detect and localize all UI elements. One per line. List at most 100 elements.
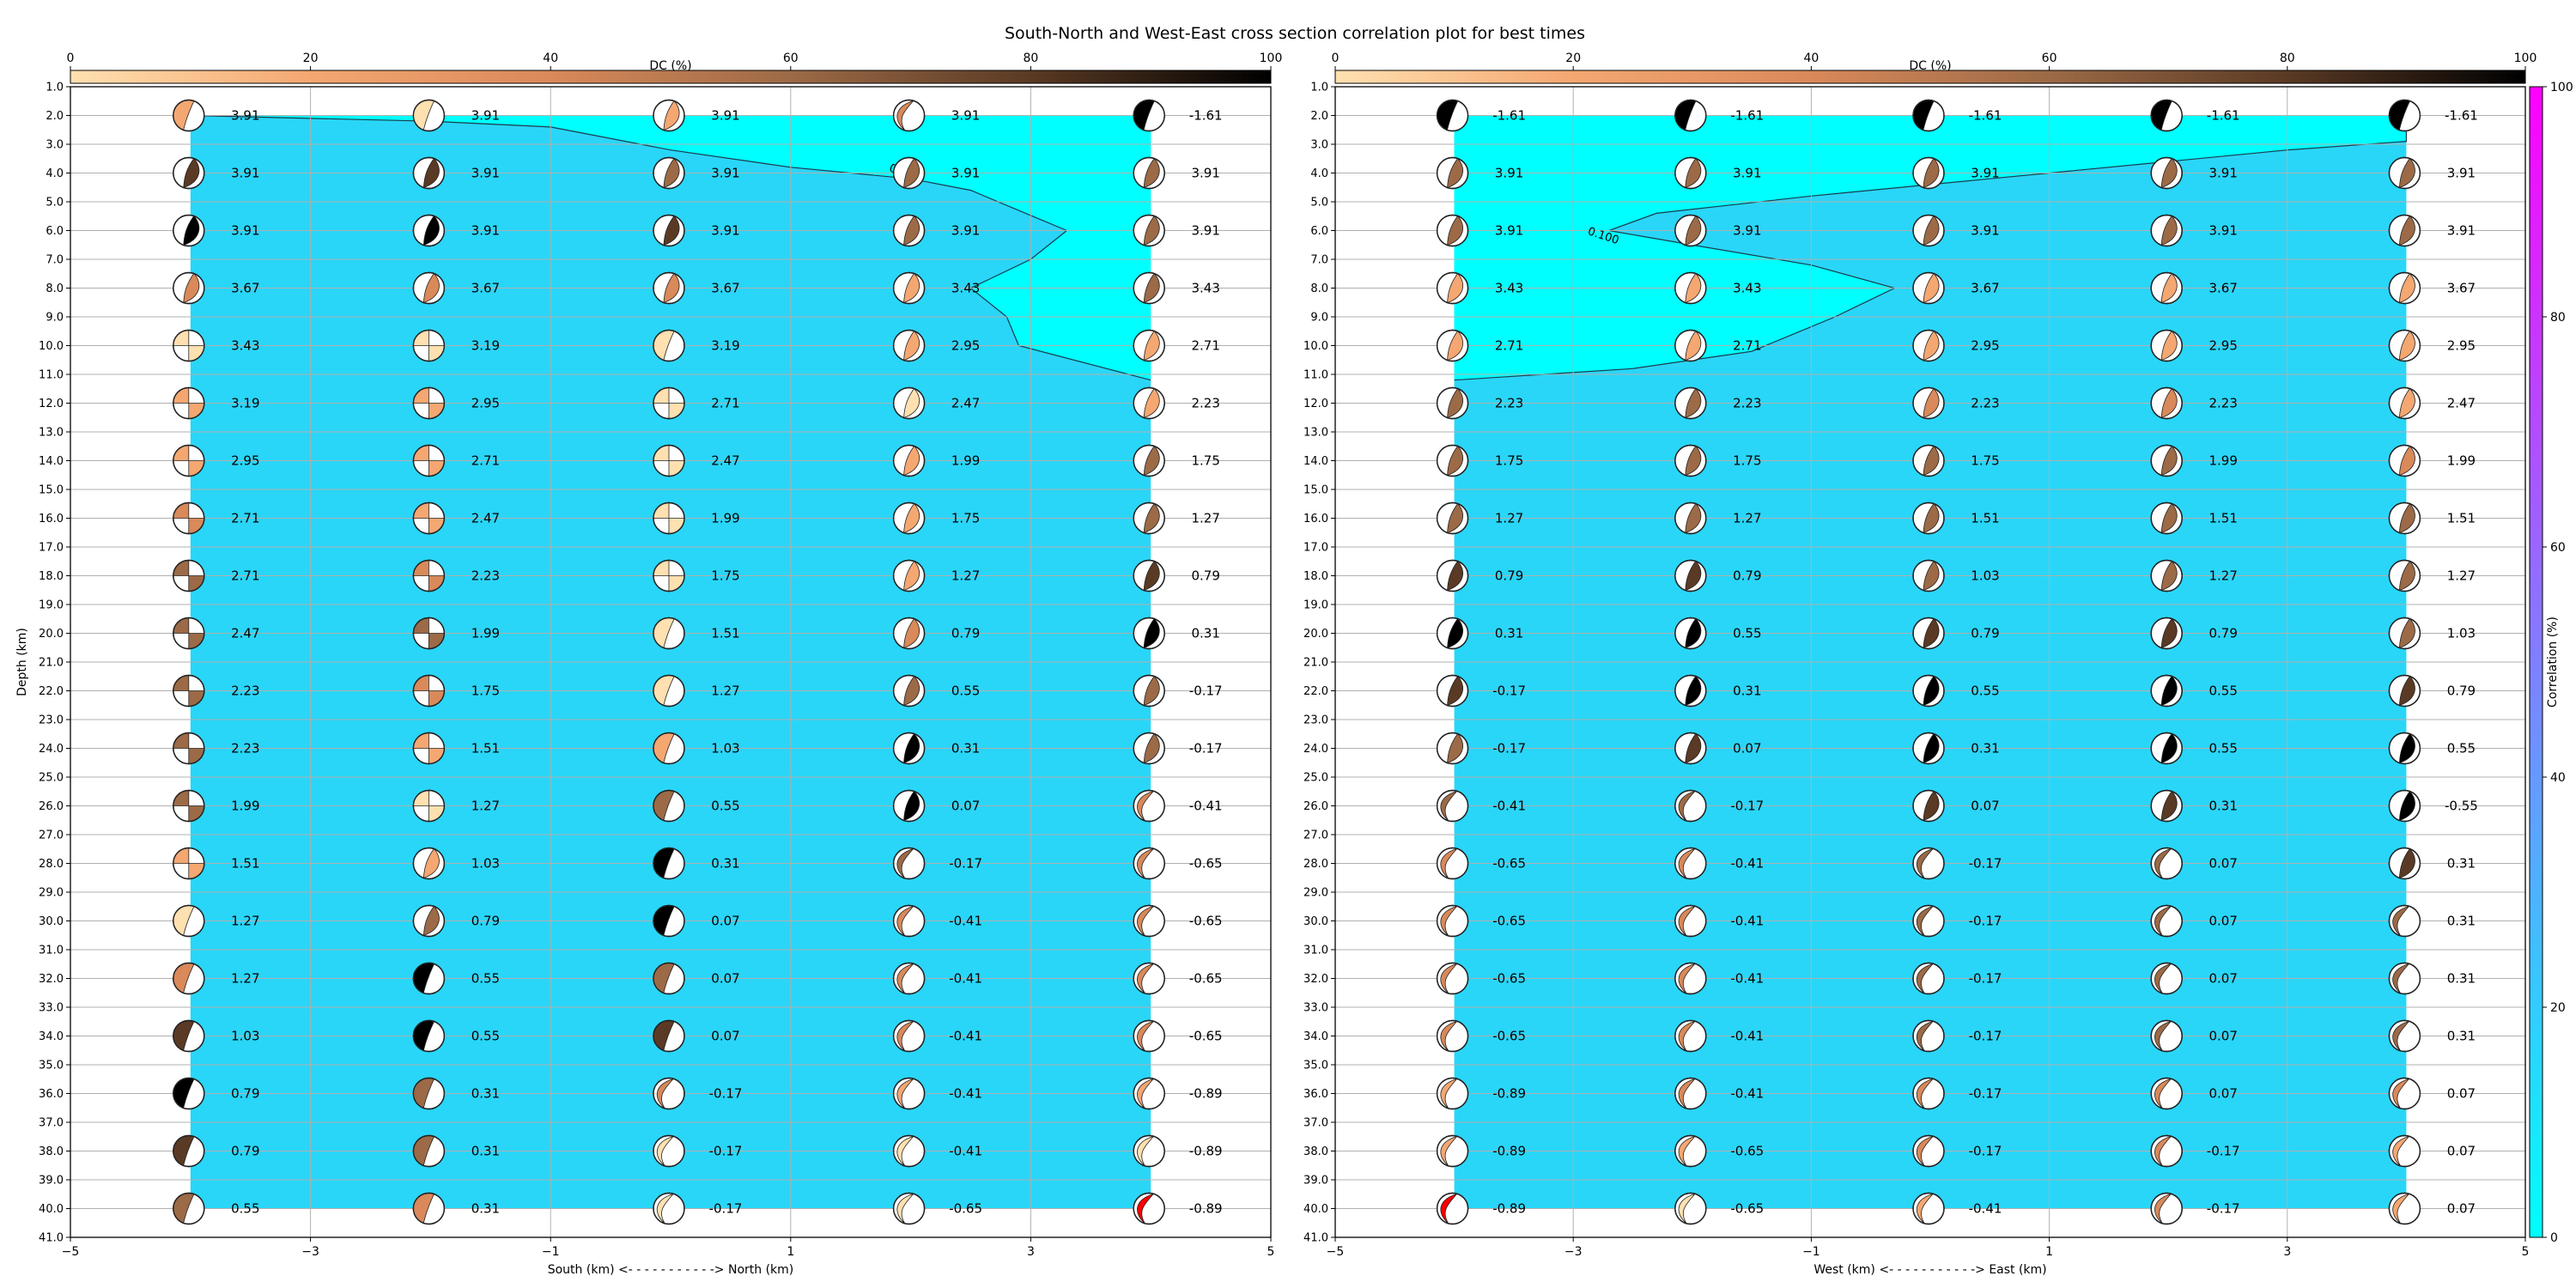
beachball-marker <box>173 1192 205 1225</box>
beachball-marker <box>2388 156 2421 190</box>
beachball-marker <box>653 99 685 132</box>
beachball-marker <box>1436 904 1469 938</box>
beachball-marker <box>1133 386 1165 420</box>
beachball-marker <box>412 1019 446 1053</box>
time-label: 1.51 <box>711 626 739 641</box>
time-label: -0.41 <box>949 1086 982 1102</box>
time-label: 0.55 <box>231 1201 259 1217</box>
y-tick-label: 3.0 <box>1310 139 1328 152</box>
x-tick-label: 5 <box>2522 1245 2530 1259</box>
beachball-marker <box>173 271 205 305</box>
beachball-marker <box>653 904 685 938</box>
time-label: 3.91 <box>1495 223 1523 239</box>
time-label: -0.65 <box>1189 914 1223 929</box>
beachball-marker <box>1133 1077 1165 1110</box>
time-label: 3.19 <box>471 338 500 354</box>
beachball-marker <box>892 329 926 362</box>
time-label: 3.67 <box>711 281 739 296</box>
y-tick-label: 9.0 <box>46 312 64 325</box>
beachball-marker <box>1674 962 1707 995</box>
beachball-marker <box>173 444 205 477</box>
beachball-marker <box>1674 904 1707 938</box>
time-label: -0.65 <box>1492 856 1526 872</box>
beachball-marker <box>2150 386 2183 420</box>
y-tick-label: 35.0 <box>39 1060 64 1072</box>
time-label: -0.41 <box>949 1029 982 1044</box>
time-label: -0.65 <box>1189 856 1223 872</box>
time-label: 2.23 <box>231 741 259 756</box>
beachball-marker <box>1912 214 1945 247</box>
beachball-marker <box>1436 99 1469 132</box>
y-tick-label: 11.0 <box>39 369 64 382</box>
y-tick-label: 5.0 <box>46 197 64 210</box>
beachball-marker <box>1436 329 1469 362</box>
y-tick-label: 28.0 <box>39 858 64 871</box>
beachball-marker <box>2388 1192 2421 1225</box>
beachball-marker <box>1674 156 1707 190</box>
correlation-colorbar-label: Correlation (%) <box>2546 617 2560 708</box>
correlation-tick-label: 20 <box>2550 1001 2566 1015</box>
beachball-marker <box>412 962 446 995</box>
y-tick-label: 25.0 <box>39 772 64 785</box>
y-tick-label: 14.0 <box>39 455 64 468</box>
beachball-marker <box>412 501 446 535</box>
beachball-marker <box>173 1019 205 1053</box>
y-tick-label: 24.0 <box>1303 743 1328 756</box>
beachball-marker <box>1436 789 1469 823</box>
beachball-marker <box>653 559 685 592</box>
beachball-marker <box>653 386 685 420</box>
time-label: -0.65 <box>1730 1144 1764 1159</box>
time-label: 1.03 <box>1971 568 1999 584</box>
beachball-marker <box>412 1134 446 1168</box>
beachball-marker <box>1912 156 1945 190</box>
time-label: -0.41 <box>1189 799 1223 814</box>
time-label: 0.31 <box>2447 856 2476 872</box>
beachball-marker <box>2388 847 2421 880</box>
beachball-marker <box>173 329 205 362</box>
beachball-marker <box>1133 1192 1165 1225</box>
time-label: 3.43 <box>1733 281 1761 296</box>
beachball-marker <box>653 329 685 362</box>
y-tick-label: 31.0 <box>1303 945 1328 957</box>
beachball-marker <box>1912 789 1945 823</box>
time-label: -0.89 <box>1189 1144 1223 1159</box>
beachball-marker <box>173 1077 205 1110</box>
time-label: 1.99 <box>951 453 980 469</box>
beachball-marker <box>1674 847 1707 880</box>
time-label: 1.27 <box>1191 511 1219 526</box>
beachball-marker <box>653 1192 685 1225</box>
beachball-marker <box>1133 329 1165 362</box>
beachball-marker <box>892 1192 926 1225</box>
beachball-marker <box>1674 559 1707 592</box>
time-label: 0.07 <box>2208 1029 2237 1044</box>
time-label: 1.75 <box>1971 453 1999 469</box>
time-label: 0.31 <box>2447 971 2476 987</box>
time-label: 0.31 <box>1971 741 1999 756</box>
time-label: 0.79 <box>1495 568 1523 584</box>
beachball-marker <box>653 789 685 823</box>
beachball-marker <box>2150 789 2183 823</box>
correlation-tick-label: 60 <box>2550 541 2566 555</box>
beachball-marker <box>1912 904 1945 938</box>
time-label: 1.51 <box>231 856 259 872</box>
beachball-marker <box>2388 329 2421 362</box>
time-label: 0.55 <box>471 971 500 987</box>
time-label: 0.79 <box>231 1086 259 1102</box>
beachball-marker <box>1133 214 1165 247</box>
time-label: -0.89 <box>1492 1144 1526 1159</box>
beachball-marker <box>2388 271 2421 305</box>
y-tick-label: 39.0 <box>39 1175 64 1188</box>
beachball-marker <box>653 444 685 477</box>
beachball-marker <box>1436 559 1469 592</box>
time-label: 1.75 <box>951 511 980 526</box>
time-label: 0.55 <box>2208 683 2237 699</box>
time-label: 0.31 <box>951 741 980 756</box>
time-label: 1.03 <box>2447 626 2476 641</box>
y-tick-label: 6.0 <box>46 225 64 238</box>
y-tick-label: 8.0 <box>46 283 64 295</box>
beachball-marker <box>2388 1019 2421 1053</box>
time-label: 1.75 <box>1733 453 1761 469</box>
beachball-marker <box>2150 674 2183 708</box>
beachball-marker <box>173 962 205 995</box>
contour-region <box>190 115 1151 380</box>
